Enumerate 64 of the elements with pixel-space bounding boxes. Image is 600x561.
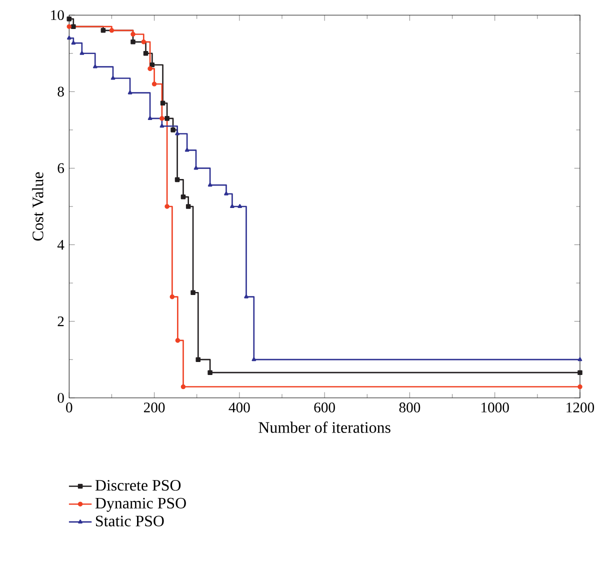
point [148, 66, 152, 72]
point [190, 290, 196, 296]
x-tick-label: 1000 [482, 402, 509, 413]
point [170, 294, 175, 300]
point [143, 51, 148, 56]
y-tick-label: 10 [51, 10, 64, 20]
point [66, 16, 72, 22]
point [80, 51, 84, 56]
point [252, 357, 256, 362]
point [148, 116, 152, 120]
point [578, 357, 582, 362]
point [208, 182, 212, 187]
point [208, 370, 212, 376]
point [130, 32, 136, 37]
x-tick-label: 600 [314, 402, 335, 413]
y-axis-title: Cost Value [32, 172, 44, 241]
point [578, 384, 582, 390]
point [160, 124, 164, 128]
point [152, 82, 157, 87]
y-tick-label: 6 [58, 163, 64, 174]
point [71, 24, 76, 30]
x-tick-label: 0 [66, 402, 72, 413]
point [244, 294, 248, 298]
point [238, 204, 242, 208]
legend-label: Discrete PSO [95, 480, 181, 491]
point [130, 40, 136, 44]
point [109, 28, 114, 33]
legend-label: Dynamic PSO [95, 498, 186, 512]
point [230, 204, 234, 208]
x-tick-label: 400 [228, 402, 250, 413]
point [128, 90, 132, 94]
point [175, 338, 180, 343]
point [186, 204, 191, 210]
legend-label: Static PSO [96, 516, 164, 527]
point [196, 357, 201, 362]
point [110, 76, 116, 80]
point [578, 370, 582, 376]
point [71, 40, 76, 45]
point [160, 100, 166, 106]
point [66, 24, 72, 30]
point [141, 40, 146, 44]
point [150, 62, 155, 68]
point [66, 36, 72, 40]
point [194, 166, 198, 170]
point [224, 192, 228, 196]
point [184, 148, 190, 152]
y-tick-label: 4 [57, 240, 64, 250]
x-tick-label: 200 [144, 402, 165, 413]
x-axis-title: Number of iterations [258, 422, 390, 434]
point [160, 116, 164, 121]
point [100, 28, 106, 33]
point [174, 177, 180, 182]
point [180, 194, 186, 200]
point [170, 128, 176, 132]
x-tick-label: 1200 [566, 402, 594, 413]
point [92, 64, 98, 68]
point [164, 116, 170, 121]
y-tick-label: 8 [58, 86, 64, 97]
x-tick-label: 800 [399, 402, 420, 413]
point [164, 204, 170, 210]
point [180, 384, 186, 390]
point [175, 132, 180, 136]
y-tick-label: 2 [58, 316, 64, 326]
y-tick-label: 0 [58, 393, 64, 403]
